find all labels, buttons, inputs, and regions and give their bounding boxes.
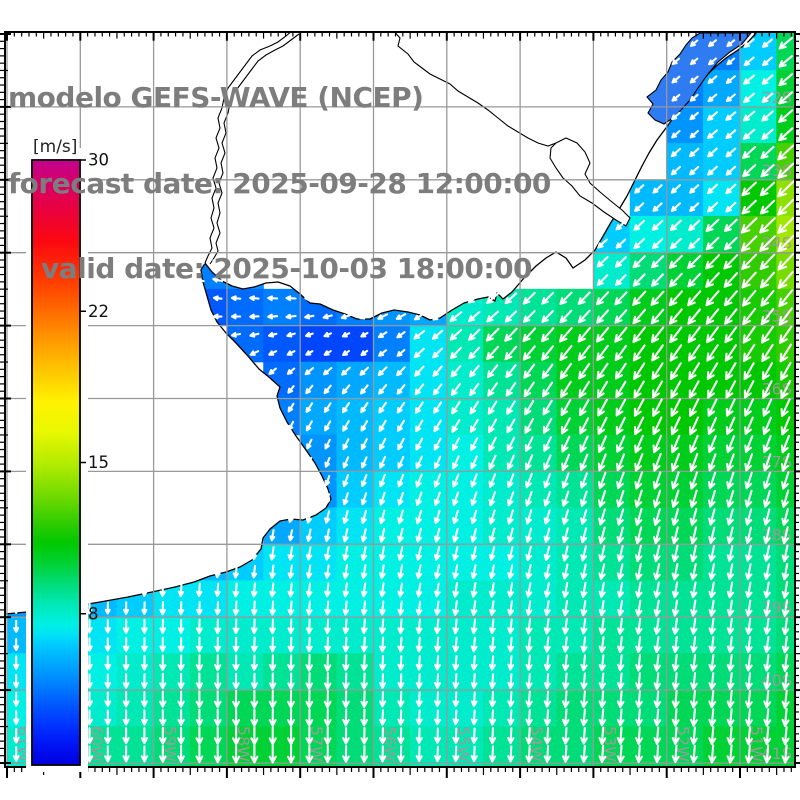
colorbar-gradient xyxy=(31,159,81,766)
axis-ticks-layer xyxy=(0,33,800,778)
lat-label-34S: 34S xyxy=(761,234,792,253)
axes-frame xyxy=(0,31,800,778)
lon-label-52W: 52W xyxy=(674,726,693,762)
colorbar-tick-8: 8 xyxy=(88,604,99,623)
river-uruguay-bank-2 xyxy=(209,33,300,265)
wind-arrows-layer xyxy=(12,36,794,764)
colorbar-unit-label: [m/s] xyxy=(33,137,77,157)
lon-label-55W: 55W xyxy=(454,726,473,762)
lon-label-54W: 54W xyxy=(527,726,546,762)
colorbar-tick-15: 15 xyxy=(88,453,109,472)
lon-label-60W: 60W xyxy=(87,726,106,762)
river-negro xyxy=(394,33,557,147)
lon-label-58W: 58W xyxy=(234,726,253,762)
wind-arrows xyxy=(12,36,794,764)
river-uruguay-bank-1 xyxy=(204,33,291,264)
colorbar-tick-22: 22 xyxy=(88,302,109,321)
lon-label-59W: 59W xyxy=(161,726,180,762)
lon-label-57W: 57W xyxy=(307,726,326,762)
colorbar: [m/s] 30 22 15 8 xyxy=(26,137,109,772)
lon-label-53W: 53W xyxy=(600,726,619,762)
lon-label-51W: 51W xyxy=(747,726,766,762)
lagoa-mirim xyxy=(549,137,631,227)
lon-label-56W: 56W xyxy=(381,726,400,762)
colorbar-tick-30: 30 xyxy=(88,151,109,170)
